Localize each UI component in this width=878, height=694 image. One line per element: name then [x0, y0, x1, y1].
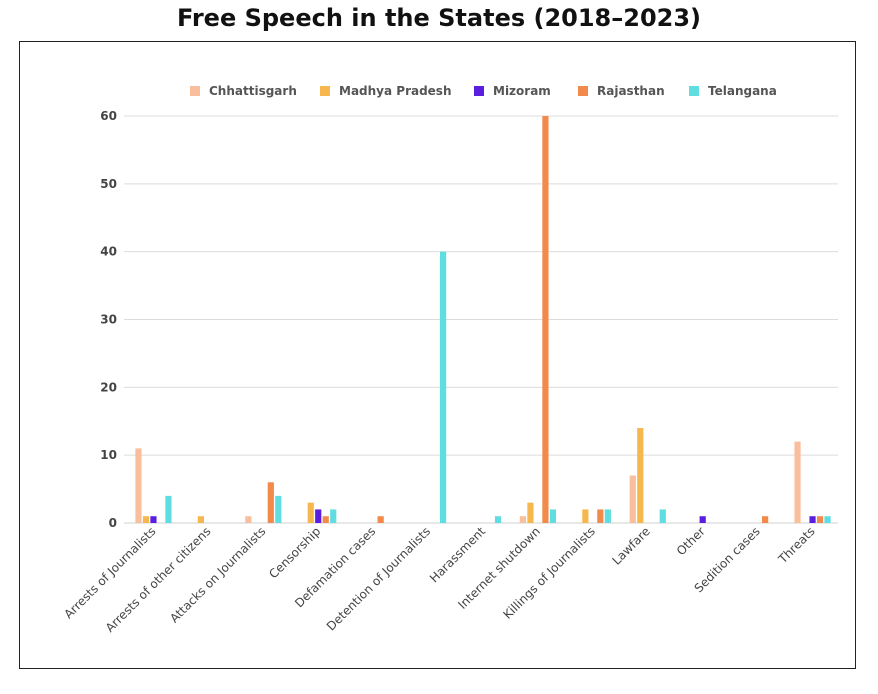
- bar: [315, 509, 322, 523]
- y-tick-label: 20: [100, 380, 117, 394]
- bar: [307, 502, 314, 523]
- bar: [135, 448, 142, 523]
- bar: [267, 482, 274, 523]
- bar: [165, 495, 172, 523]
- bar: [762, 516, 769, 523]
- bar: [439, 251, 447, 523]
- bar: [629, 475, 636, 523]
- bar: [824, 516, 831, 523]
- bar: [549, 509, 557, 523]
- bar: [699, 516, 706, 523]
- bar: [582, 509, 589, 523]
- legend-swatch: [320, 86, 330, 96]
- x-tick-label: Lawfare: [609, 524, 652, 567]
- y-tick-label: 50: [100, 177, 117, 191]
- bar: [322, 516, 329, 523]
- bar: [377, 516, 384, 523]
- legend-label: Telangana: [708, 84, 777, 98]
- legend-swatch: [689, 86, 699, 96]
- y-tick-label: 30: [100, 313, 117, 327]
- y-tick-label: 10: [100, 448, 117, 462]
- legend-swatch: [190, 86, 200, 96]
- x-tick-label: Harassment: [427, 524, 488, 585]
- y-tick-label: 0: [109, 516, 117, 530]
- y-tick-label: 60: [100, 109, 117, 123]
- x-tick-label: Other: [674, 524, 708, 558]
- x-tick-label: Attacks on Journalists: [167, 524, 268, 625]
- x-tick-label: Censorship: [266, 524, 323, 581]
- bar: [597, 509, 604, 523]
- bar: [245, 516, 252, 523]
- bar: [275, 495, 282, 523]
- legend-swatch: [578, 86, 588, 96]
- bar: [809, 516, 816, 523]
- bar: [527, 502, 534, 523]
- bar: [330, 509, 337, 523]
- legend-label: Chhattisgarh: [209, 84, 297, 98]
- legend-label: Madhya Pradesh: [339, 84, 452, 98]
- legend-label: Mizoram: [493, 84, 551, 98]
- y-tick-label: 40: [100, 245, 117, 259]
- bar: [142, 516, 150, 523]
- bar: [197, 516, 204, 523]
- x-tick-label: Detention of Journalists: [324, 524, 433, 633]
- bar: [150, 516, 157, 523]
- bar: [542, 116, 549, 523]
- x-tick-label: Arrests of other citizens: [103, 524, 214, 635]
- legend-label: Rajasthan: [597, 84, 665, 98]
- bar: [637, 428, 644, 523]
- bar: [519, 516, 527, 523]
- legend-swatch: [474, 86, 484, 96]
- bar: [494, 516, 502, 523]
- x-tick-label: Threats: [775, 524, 818, 567]
- bar: [604, 509, 611, 523]
- x-tick-label: Killings of Journalists: [500, 524, 598, 622]
- bar: [659, 509, 666, 523]
- chart-title: Free Speech in the States (2018–2023): [176, 4, 702, 32]
- bar: [794, 441, 801, 523]
- chart-frame: [19, 41, 856, 669]
- x-tick-label: Arrests of Journalists: [61, 524, 158, 621]
- bar: [816, 516, 824, 523]
